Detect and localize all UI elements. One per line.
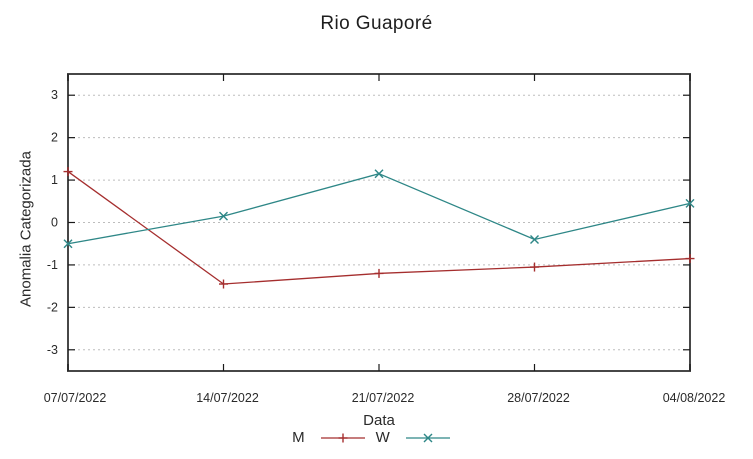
y-tick-label: -3 bbox=[47, 343, 58, 357]
y-tick-label: -2 bbox=[47, 300, 58, 314]
series-M bbox=[63, 167, 695, 289]
y-tick-label: 3 bbox=[51, 88, 58, 102]
x-tick-label: 14/07/2022 bbox=[196, 391, 259, 405]
y-tick-labels: -3 -2 -1 0 1 2 3 bbox=[47, 88, 58, 357]
cross-icon bbox=[423, 433, 433, 442]
chart-title: Rio Guaporé bbox=[320, 13, 433, 34]
y-tick-label: -1 bbox=[47, 258, 58, 272]
x-axis-label: Data bbox=[363, 412, 395, 429]
y-tick-label: 2 bbox=[51, 131, 58, 145]
legend-label-m: M bbox=[292, 429, 305, 446]
legend-line-sample-w bbox=[405, 433, 450, 442]
cross-marker bbox=[219, 211, 228, 221]
x-tick-label: 04/08/2022 bbox=[663, 391, 726, 405]
chart-legend: M W bbox=[0, 429, 753, 446]
legend-label-w: W bbox=[375, 429, 390, 446]
cross-marker bbox=[530, 234, 539, 244]
cross-marker bbox=[63, 239, 73, 249]
x-tick-labels: 07/07/2022 14/07/2022 21/07/2022 28/07/2022… bbox=[44, 391, 726, 405]
y-tick-label: 0 bbox=[51, 216, 58, 230]
cross-marker bbox=[374, 169, 384, 179]
legend-sample-marker bbox=[338, 433, 348, 442]
series-W bbox=[63, 169, 695, 249]
tick-marks bbox=[67, 74, 691, 371]
x-tick-label: 07/07/2022 bbox=[44, 391, 107, 405]
legend-line-sample-m bbox=[320, 433, 365, 442]
legend-sample-marker bbox=[423, 433, 433, 442]
series-line-W bbox=[67, 173, 691, 245]
x-tick-label: 28/07/2022 bbox=[507, 391, 570, 405]
y-tick-label: 1 bbox=[51, 173, 58, 187]
gridlines bbox=[68, 94, 690, 351]
x-tick-label: 21/07/2022 bbox=[352, 391, 415, 405]
cross-marker bbox=[685, 198, 695, 208]
